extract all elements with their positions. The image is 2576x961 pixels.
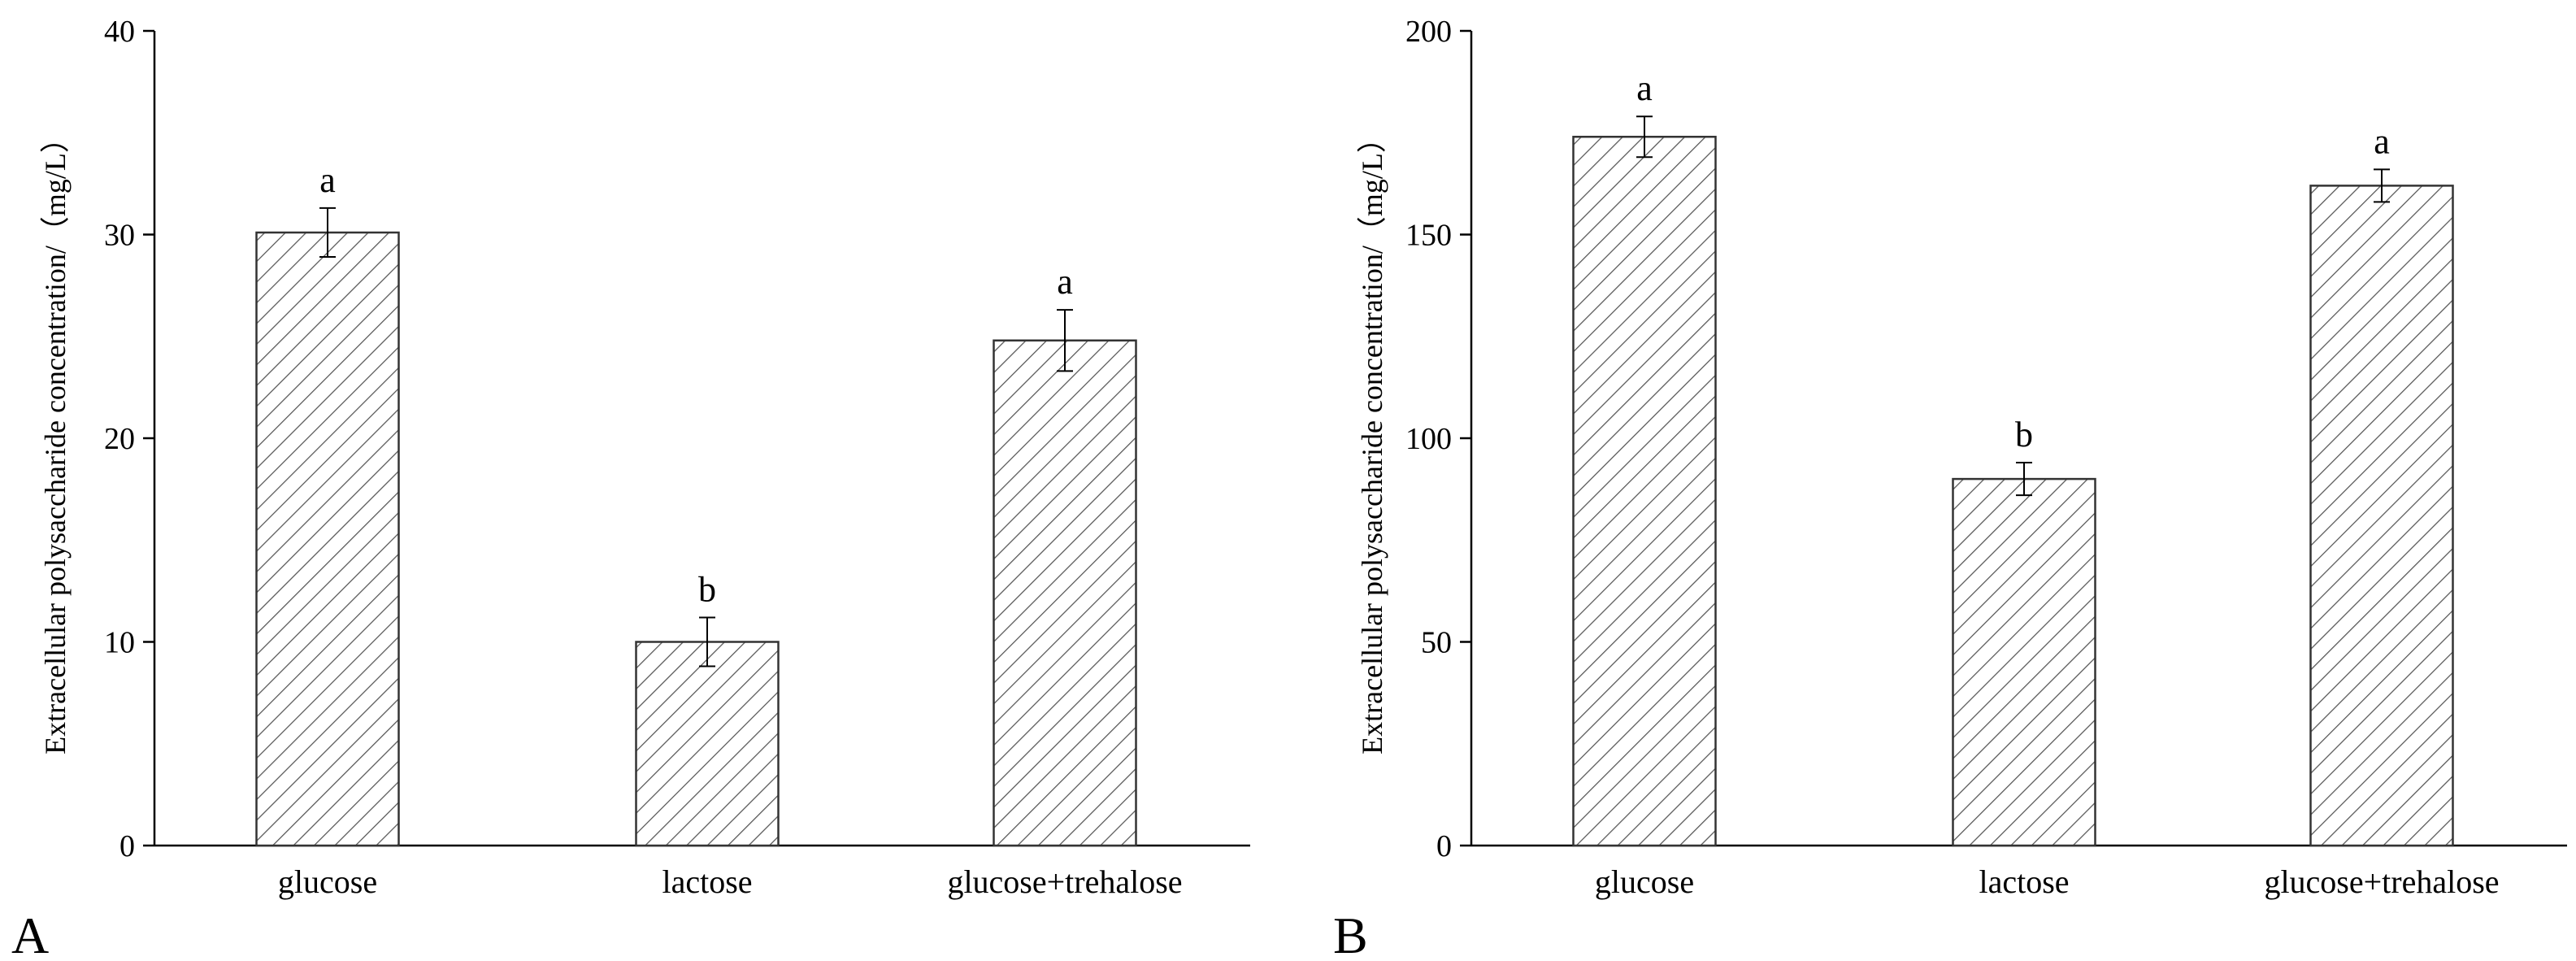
bar [255, 231, 400, 847]
bar [1952, 477, 2096, 847]
significance-label: a [1636, 68, 1653, 108]
y-tick-label: 0 [1436, 829, 1452, 863]
x-tick-label: lactose [1979, 863, 2069, 900]
significance-label: a [1057, 262, 1073, 302]
y-tick-label: 0 [119, 829, 135, 863]
x-tick-label: glucose [278, 863, 377, 900]
y-tick-label: 20 [104, 422, 135, 456]
x-tick-label: glucose+trehalose [2264, 863, 2499, 900]
panel-letter: A [11, 907, 49, 961]
x-tick-label: glucose [1595, 863, 1694, 900]
y-tick-label: 30 [104, 219, 135, 253]
x-tick-label: lactose [662, 863, 752, 900]
y-tick-label: 10 [104, 626, 135, 660]
y-tick-label: 200 [1405, 15, 1452, 49]
y-tick-label: 50 [1421, 626, 1452, 660]
plot-area: 0 10 20 30 40 a glucose b lactose a glucose+trehal… [104, 15, 1250, 900]
y-tick-label: 150 [1405, 219, 1452, 253]
bar [1572, 136, 1717, 847]
y-axis-label: Extracellular polysaccharide concentrati… [1356, 124, 1388, 754]
y-tick-label: 40 [104, 15, 135, 49]
significance-label: b [698, 569, 716, 609]
y-tick-label: 100 [1405, 422, 1452, 456]
bar [993, 339, 1137, 847]
chart-panel-b: Extracellular polysaccharide concentrati… [1333, 15, 2567, 961]
x-tick-label: glucose+trehalose [947, 863, 1182, 900]
significance-label: a [2374, 121, 2390, 161]
panel-letter: B [1333, 907, 1368, 961]
significance-label: b [2015, 415, 2033, 454]
bar [2309, 185, 2454, 847]
plot-area: 0 50 100 150 200 a glucose b lactose a glucose+tre… [1405, 15, 2567, 900]
bar [635, 641, 780, 847]
significance-label: a [319, 160, 336, 200]
y-axis-label: Extracellular polysaccharide concentrati… [39, 124, 72, 754]
chart-panel-a: Extracellular polysaccharide concentrati… [11, 15, 1250, 961]
